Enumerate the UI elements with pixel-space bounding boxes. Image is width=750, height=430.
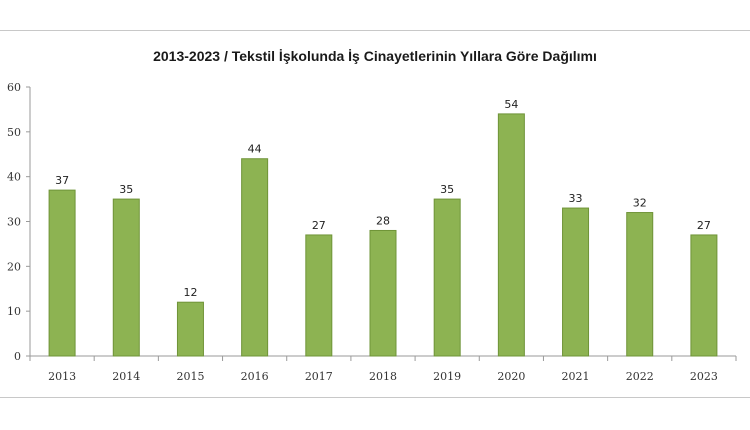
y-tick-label: 40 (7, 171, 21, 184)
bar-2023 (690, 234, 718, 357)
bar-2022 (626, 212, 654, 357)
x-tick-label-2017: 2017 (305, 370, 333, 383)
bar-2014 (112, 198, 140, 357)
x-tick-label-2015: 2015 (176, 370, 204, 383)
x-tick-label-2013: 2013 (48, 370, 76, 383)
data-label-2021: 33 (569, 192, 583, 205)
y-tick-label: 20 (7, 260, 21, 273)
bar-2020 (497, 113, 525, 357)
y-tick-label: 0 (14, 350, 21, 363)
bar-2021 (562, 207, 590, 357)
data-label-2022: 32 (633, 197, 647, 210)
x-tick-label-2023: 2023 (690, 370, 718, 383)
data-label-2020: 54 (504, 98, 518, 111)
x-tick-label-2014: 2014 (112, 370, 140, 383)
y-axis: 0 10 20 30 40 50 60 (7, 81, 31, 363)
data-labels: 37 35 12 44 27 28 35 54 33 32 27 (55, 98, 711, 299)
y-tick-label: 50 (7, 126, 21, 139)
y-tick-label: 30 (7, 216, 21, 229)
y-tick-label: 10 (7, 305, 21, 318)
data-label-2014: 35 (119, 183, 133, 196)
data-label-2018: 28 (376, 214, 390, 227)
y-tick-label: 60 (7, 81, 21, 94)
data-label-2013: 37 (55, 174, 69, 187)
bar-2013 (48, 189, 76, 357)
data-label-2019: 35 (440, 183, 454, 196)
x-tick-label-2019: 2019 (433, 370, 461, 383)
chart-title: 2013-2023 / Tekstil İşkolunda İş Cinayet… (153, 48, 597, 64)
x-axis: 2013 2014 2015 2016 2017 2018 2019 2020 2021 2022… (29, 355, 737, 383)
bar-2018 (369, 229, 397, 357)
data-label-2015: 12 (183, 286, 197, 299)
data-label-2023: 27 (697, 219, 711, 232)
x-tick-label-2020: 2020 (497, 370, 525, 383)
x-tick-label-2016: 2016 (241, 370, 269, 383)
data-label-2016: 44 (248, 143, 262, 156)
x-tick-label-2021: 2021 (562, 370, 590, 383)
x-tick-label-2022: 2022 (626, 370, 654, 383)
bar-2017 (305, 234, 333, 357)
data-label-2017: 27 (312, 219, 326, 232)
bar-2019 (433, 198, 461, 357)
bar-2016 (241, 158, 269, 357)
bars (48, 113, 718, 357)
bar-2015 (176, 301, 204, 357)
x-tick-label-2018: 2018 (369, 370, 397, 383)
